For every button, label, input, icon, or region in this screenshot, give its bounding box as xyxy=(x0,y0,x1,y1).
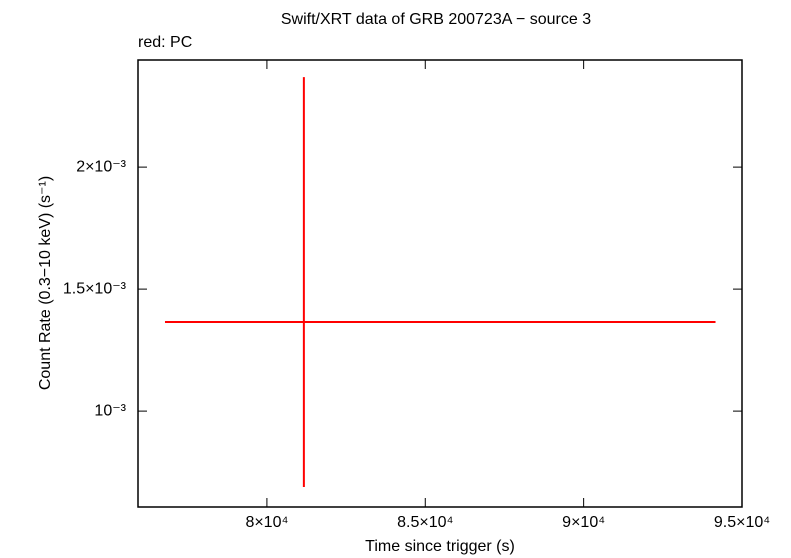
subtitle: red: PC xyxy=(138,34,192,51)
x-tick-label: 8×10⁴ xyxy=(245,514,288,531)
y-tick-label: 2×10⁻³ xyxy=(76,158,126,175)
x-tick-label: 9.5×10⁴ xyxy=(714,514,770,531)
chart-title: Swift/XRT data of GRB 200723A − source 3 xyxy=(281,11,591,28)
x-tick-label: 8.5×10⁴ xyxy=(397,514,453,531)
x-tick-label: 9×10⁴ xyxy=(562,514,605,531)
plot-frame xyxy=(137,59,743,508)
y-tick-label: 1.5×10⁻³ xyxy=(63,280,127,297)
x-axis-label: Time since trigger (s) xyxy=(365,538,515,555)
y-tick-label: 10⁻³ xyxy=(94,402,126,419)
y-axis-label: Count Rate (0.3−10 keV) (s⁻¹) xyxy=(37,176,54,390)
